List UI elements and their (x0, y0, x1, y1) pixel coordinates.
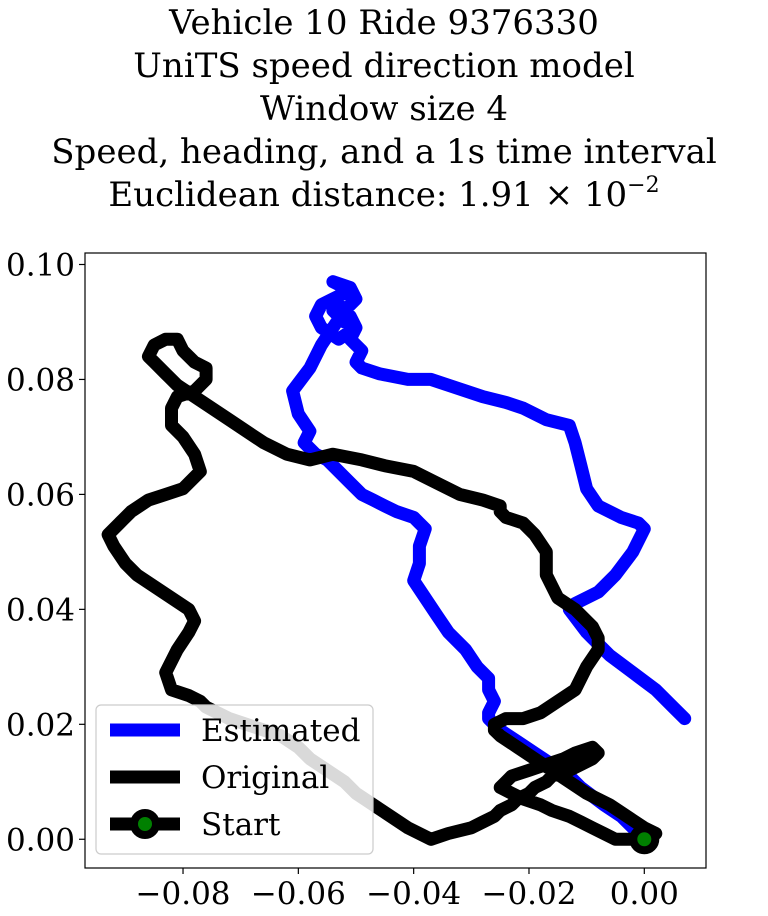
legend-label-start: Start (201, 807, 281, 843)
x-tick-label: 0.00 (610, 876, 679, 912)
series-line-original (101, 332, 663, 846)
y-tick-label: 0.06 (6, 477, 75, 513)
title-line-1: Vehicle 10 Ride 9376330 (169, 3, 599, 43)
legend: Estimated Original Start (95, 704, 374, 855)
legend-label-original: Original (201, 760, 329, 796)
title-line-3: Window size 4 (259, 89, 509, 129)
legend-label-estimated: Estimated (201, 713, 360, 749)
series-layer (101, 275, 692, 855)
legend-box (95, 704, 374, 855)
x-tick-label: −0.04 (366, 876, 461, 912)
start-point-marker (629, 824, 660, 855)
y-tick-label: 0.10 (6, 247, 75, 283)
y-tick-label: 0.02 (6, 707, 75, 743)
legend-start-marker (130, 809, 160, 839)
y-tick-label: 0.04 (6, 592, 75, 628)
title-line-4: Speed, heading, and a 1s time interval (51, 132, 717, 172)
x-tick-label: −0.08 (136, 876, 231, 912)
x-tick-label: −0.06 (251, 876, 346, 912)
y-tick-label: 0.00 (6, 822, 75, 858)
title-line-5-text: Euclidean distance: 1.91 × 10 (108, 175, 628, 215)
y-tick-label: 0.08 (6, 362, 75, 398)
series-line-estimated (286, 275, 692, 846)
title-line-5-exponent: −2 (627, 173, 660, 198)
x-tick-label: −0.02 (481, 876, 576, 912)
axes: −0.08 −0.06 −0.04 −0.02 0.00 0.00 0.02 0.04 0.06… (6, 247, 679, 912)
title-line-2: UniTS speed direction model (133, 46, 635, 86)
title-line-5: Euclidean distance: 1.91 × 10−2 (0, 174, 768, 217)
plot-frame (84, 252, 707, 869)
chart-title: Vehicle 10 Ride 9376330 UniTS speed dire… (0, 2, 768, 217)
